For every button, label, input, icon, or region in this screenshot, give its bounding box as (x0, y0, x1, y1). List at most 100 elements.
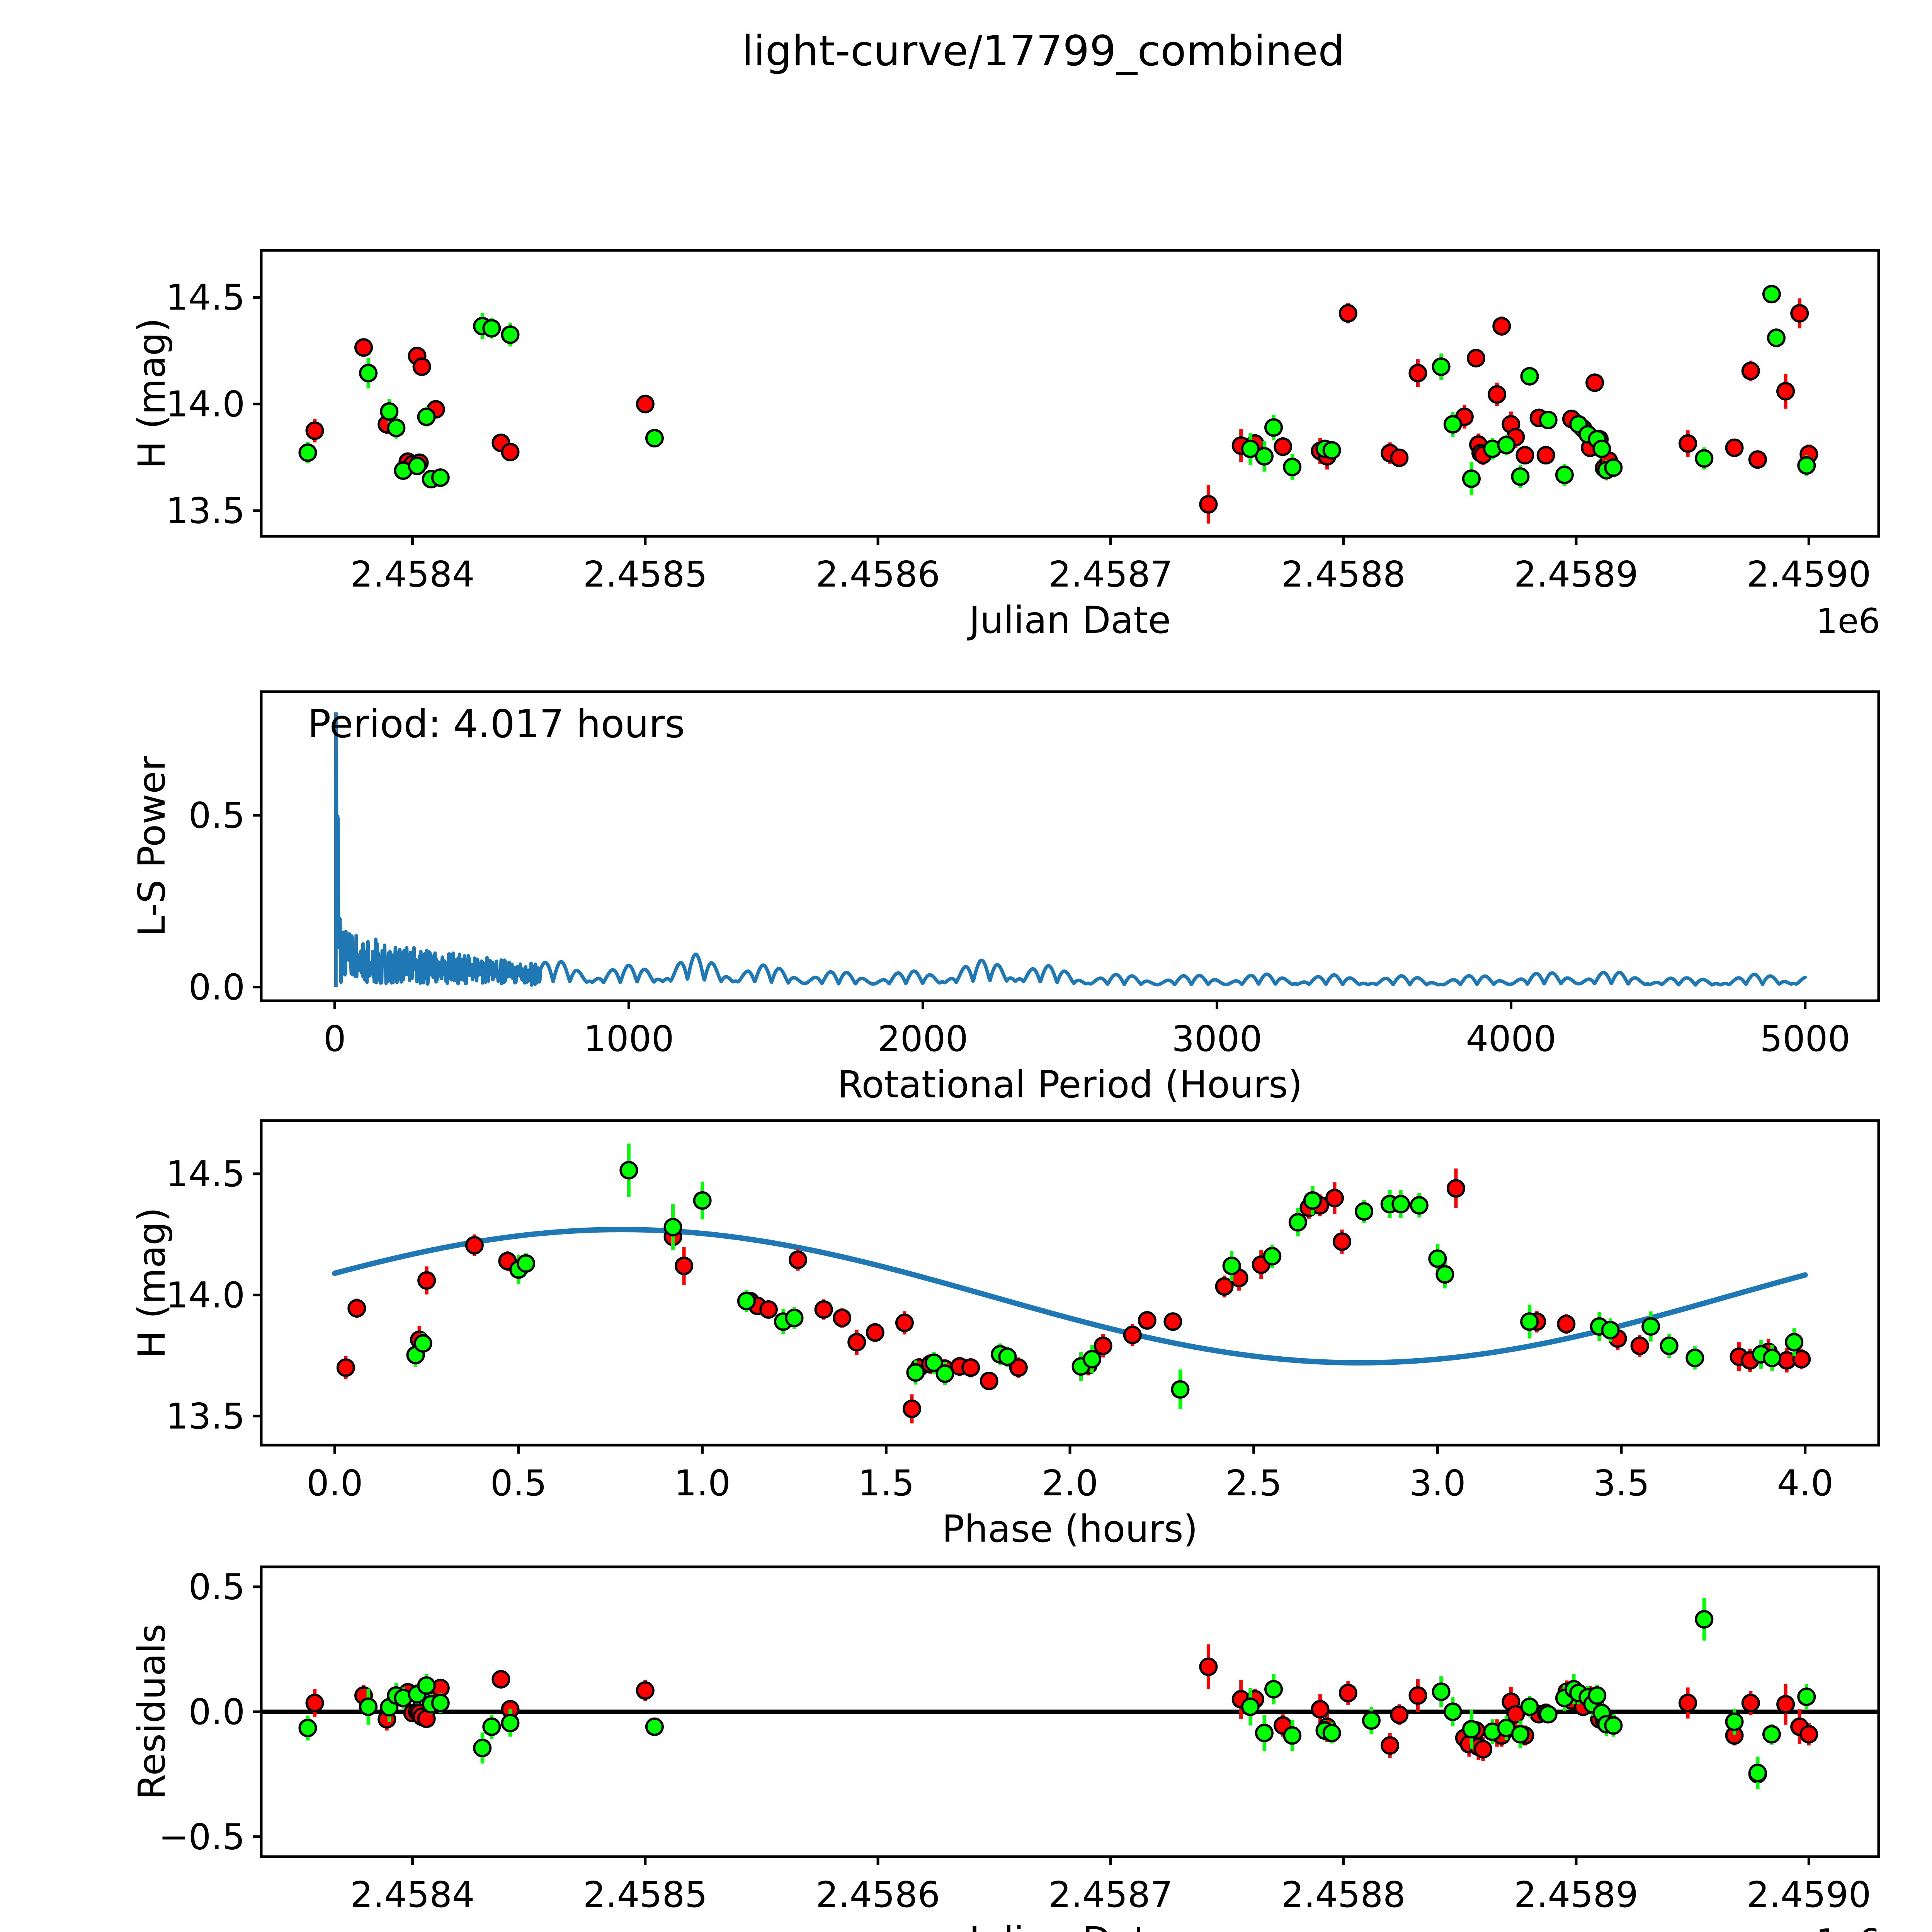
phase-folded-series-red (336, 1168, 1811, 1423)
figure-title: light-curve/17799_combined (742, 27, 1345, 75)
residuals-xaxis-label: Julian Date (967, 1919, 1171, 1932)
data-point (1741, 1694, 1760, 1713)
data-point (1199, 495, 1218, 514)
lightcurve-series-green (298, 285, 1816, 495)
data-point (1497, 435, 1516, 454)
data-point (1725, 1712, 1744, 1731)
data-point (1557, 1315, 1576, 1333)
data-point (482, 1717, 501, 1736)
data-point (1303, 1191, 1322, 1210)
panel-residuals: 2.4584 2.4585 2.4586 2.4587 2.4588 2.4589 2.45… (130, 1565, 1880, 1932)
data-point (1741, 362, 1760, 381)
data-point (1797, 1687, 1816, 1706)
data-point (1432, 1682, 1451, 1701)
data-point (788, 1250, 807, 1269)
phase-folded-xticklabel: 2.0 (1042, 1463, 1098, 1504)
data-point (482, 319, 501, 338)
data-point (417, 1676, 436, 1695)
data-point (1138, 1311, 1156, 1330)
residuals-yticklabel: 0.0 (189, 1691, 245, 1733)
data-point (1443, 415, 1462, 434)
data-point (1748, 450, 1767, 469)
data-point (675, 1257, 694, 1276)
data-point (1410, 1196, 1429, 1215)
data-point (1338, 1684, 1357, 1702)
data-point (636, 395, 655, 413)
data-point (1679, 434, 1697, 453)
lightcurve-axes-frame (260, 249, 1880, 538)
data-point (814, 1300, 833, 1319)
data-point (1520, 1312, 1539, 1331)
data-point (1474, 1740, 1493, 1759)
data-point (516, 1254, 535, 1273)
data-point (1555, 465, 1574, 484)
data-point (1462, 1720, 1481, 1739)
data-point (1539, 1705, 1558, 1724)
data-point (1283, 457, 1302, 476)
data-point (935, 1364, 954, 1383)
periodogram-yticklabel: 0.0 (189, 966, 245, 1008)
data-point (1604, 458, 1623, 477)
data-point (1241, 439, 1260, 458)
data-point (1288, 1213, 1307, 1232)
periodogram-axes-frame (260, 690, 1880, 1002)
phase-folded-axes-frame (260, 1119, 1880, 1447)
data-point (1641, 1317, 1660, 1336)
lightcurve-x-offset-text: 1e6 (1816, 601, 1880, 641)
data-point (1592, 439, 1611, 458)
data-point (1601, 1321, 1620, 1340)
residuals-xticklabel: 2.4586 (816, 1874, 940, 1915)
data-point (1428, 1249, 1447, 1268)
data-point (1163, 1312, 1182, 1331)
phase-folded-yticklabel: 13.5 (166, 1396, 245, 1437)
data-point (1725, 438, 1744, 457)
residuals-xticklabel: 2.4590 (1747, 1874, 1871, 1915)
residuals-series-red (305, 1644, 1818, 1784)
data-point (1199, 1657, 1218, 1676)
data-point (387, 418, 406, 437)
data-point (336, 1358, 355, 1377)
data-point (906, 1363, 925, 1382)
data-point (1511, 467, 1530, 486)
residuals-series-green (298, 1598, 1816, 1789)
data-point (1604, 1716, 1623, 1735)
phase-folded-yaxis-label: H (mag) (130, 1208, 173, 1359)
data-point (1355, 1202, 1374, 1221)
data-point (1515, 446, 1534, 465)
data-point (1338, 304, 1357, 323)
data-point (619, 1161, 638, 1180)
data-point (1241, 1697, 1260, 1716)
lightcurve-xticklabel: 2.4589 (1514, 554, 1638, 595)
data-point (895, 1313, 914, 1332)
data-point (1446, 1179, 1465, 1198)
data-point (1776, 1695, 1795, 1714)
data-point (1520, 1697, 1539, 1716)
data-point (1536, 446, 1555, 465)
data-point (693, 1191, 712, 1210)
data-point (1785, 1333, 1804, 1352)
data-point (417, 1271, 436, 1290)
data-point (359, 1697, 378, 1716)
lightcurve-series-red (305, 298, 1818, 524)
data-point (902, 1399, 921, 1418)
data-point (1094, 1336, 1112, 1355)
data-point (1362, 1711, 1381, 1730)
data-point (1333, 1232, 1352, 1251)
data-point (1435, 1265, 1454, 1284)
data-point (833, 1308, 852, 1327)
data-point (305, 421, 324, 440)
phase-folded-xticklabel: 1.0 (674, 1463, 730, 1504)
data-point (305, 1694, 324, 1713)
data-point (1322, 1723, 1341, 1742)
data-point (636, 1681, 655, 1700)
data-point (492, 1670, 510, 1689)
data-point (1792, 1350, 1811, 1369)
data-point (473, 1738, 492, 1757)
data-point (431, 1694, 450, 1713)
data-point (298, 443, 317, 462)
data-point (1263, 1247, 1282, 1266)
data-point (998, 1347, 1017, 1366)
data-point (961, 1358, 980, 1377)
residuals-yticklabel: 0.5 (189, 1566, 245, 1608)
